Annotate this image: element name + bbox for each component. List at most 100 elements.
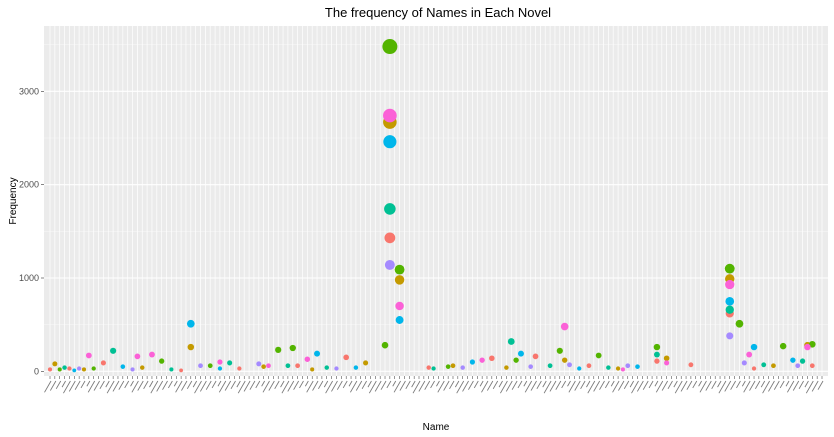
data-point <box>725 305 734 314</box>
x-tick-label <box>336 380 343 390</box>
x-tick-label <box>124 380 130 389</box>
data-point <box>808 340 816 348</box>
x-tick-label <box>280 380 285 388</box>
x-tick-label <box>173 380 178 387</box>
x-tick-label <box>249 380 256 390</box>
data-point <box>654 358 660 364</box>
x-tick-label <box>218 380 227 393</box>
data-point <box>504 365 509 370</box>
data-point <box>76 366 82 371</box>
x-tick-label <box>361 380 367 390</box>
data-point <box>334 366 339 371</box>
data-point <box>725 279 735 290</box>
data-point <box>81 367 87 372</box>
x-tick-label <box>654 380 659 387</box>
x-tick-label <box>631 380 639 394</box>
x-tick-label <box>754 380 761 390</box>
x-tick-label <box>629 380 635 388</box>
x-tick-label <box>194 380 202 394</box>
data-point <box>394 264 405 275</box>
x-tick-label <box>74 380 81 390</box>
x-tick-label <box>418 380 426 392</box>
gridlines <box>44 26 828 376</box>
x-tick-label <box>342 380 348 389</box>
data-point <box>179 368 184 373</box>
data-point <box>507 338 515 345</box>
x-tick-label <box>411 380 416 388</box>
x-tick-label <box>567 380 571 387</box>
x-tick-label <box>386 380 392 389</box>
data-point <box>381 341 389 349</box>
x-tick-label <box>217 380 222 387</box>
x-tick-label <box>205 380 212 390</box>
data-point <box>726 332 734 340</box>
y-tick-label: 3000 <box>19 86 39 96</box>
data-point <box>567 362 572 368</box>
x-tick-label <box>680 380 688 392</box>
x-tick-label <box>199 380 207 392</box>
data-point <box>295 363 300 369</box>
x-tick-label <box>348 380 353 387</box>
y-tick-label: 2000 <box>19 180 39 190</box>
data-point <box>595 352 602 359</box>
x-tick-label <box>500 380 508 394</box>
x-tick-label <box>587 380 596 394</box>
x-tick-label <box>149 380 154 388</box>
x-tick-label <box>599 380 605 390</box>
x-tick-label <box>436 380 440 387</box>
data-point <box>140 365 145 370</box>
x-tick-label <box>424 380 431 390</box>
x-tick-label <box>699 380 707 393</box>
data-point <box>560 322 569 331</box>
data-point <box>207 363 213 369</box>
data-point <box>804 343 811 351</box>
data-point <box>159 358 165 364</box>
x-tick-label <box>162 380 168 390</box>
x-tick-label <box>612 380 620 393</box>
x-tick-label <box>61 380 66 388</box>
data-point <box>47 367 53 372</box>
data-point <box>217 366 223 371</box>
x-tick-label <box>642 380 649 390</box>
data-point <box>426 365 431 370</box>
x-tick-label <box>237 380 246 394</box>
x-tick-label <box>318 380 324 390</box>
data-point <box>450 363 456 369</box>
data-point <box>85 352 92 359</box>
x-tick-label <box>437 380 445 393</box>
data-point <box>635 364 640 369</box>
data-point <box>751 366 757 371</box>
x-tick-label <box>236 380 241 388</box>
x-tick-label <box>555 380 562 390</box>
data-point <box>795 363 801 369</box>
data-point <box>724 263 735 274</box>
x-tick-label <box>87 380 96 393</box>
x-tick-label <box>768 380 775 392</box>
data-point <box>353 365 359 370</box>
data-point <box>615 366 621 371</box>
data-point <box>149 351 155 358</box>
x-tick-label <box>306 380 314 393</box>
x-tick-label <box>224 380 232 391</box>
data-point <box>343 354 350 361</box>
data-point <box>741 360 747 366</box>
data-point <box>289 344 296 352</box>
x-tick-label <box>741 380 746 387</box>
x-tick-label <box>667 380 673 390</box>
x-tick-label <box>811 380 819 392</box>
x-tick-label <box>399 380 406 391</box>
data-point <box>750 343 758 351</box>
data-point <box>431 366 436 371</box>
x-tick-label <box>618 380 625 391</box>
x-tick-label <box>49 380 57 391</box>
x-axis-ticks <box>44 376 824 394</box>
x-tick-label <box>274 380 280 390</box>
x-tick-label <box>44 380 52 393</box>
x-tick-label <box>186 380 193 390</box>
x-tick-label <box>99 380 105 390</box>
x-tick-label <box>243 380 251 392</box>
x-tick-label <box>430 380 435 389</box>
x-tick-label <box>281 380 290 394</box>
x-tick-label <box>724 380 732 392</box>
data-point <box>469 359 476 365</box>
